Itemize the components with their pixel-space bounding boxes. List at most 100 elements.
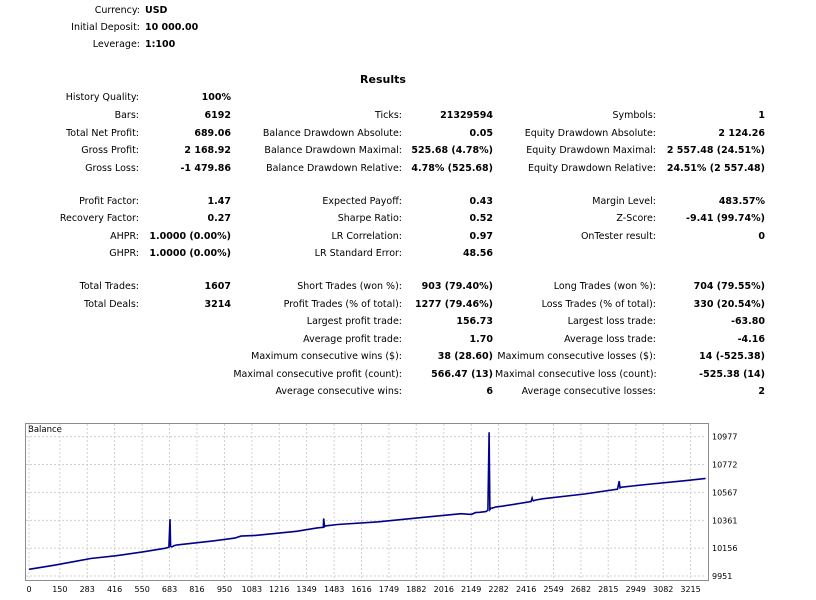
x-tick-label: 2549 (543, 585, 563, 594)
x-tick-label: 2815 (598, 585, 618, 594)
col2-value: 48.56 (462, 248, 493, 259)
col3-label: Equity Drawdown Maximal: (526, 145, 656, 156)
col2-value: 21329594 (440, 110, 493, 121)
col1-value: 2 168.92 (184, 145, 231, 156)
col1-label: AHPR: (110, 231, 139, 242)
header-label: Currency: (94, 5, 140, 16)
col3-label: Loss Trades (% of total): (541, 299, 656, 310)
col2-value: 0.05 (469, 128, 493, 139)
x-tick-label: 1483 (324, 585, 344, 594)
col3-value: -9.41 (99.74%) (686, 213, 765, 224)
x-tick-label: 1882 (406, 585, 426, 594)
y-tick-label: 10977 (712, 433, 737, 442)
col2-value: 566.47 (13) (431, 369, 493, 380)
header-value: 1:100 (145, 39, 176, 50)
col3-value: 2 124.26 (718, 128, 765, 139)
col3-value: 483.57% (718, 196, 765, 207)
y-tick-label: 10156 (712, 544, 737, 553)
x-tick-label: 816 (189, 585, 204, 594)
col1-value: 1607 (204, 281, 231, 292)
x-tick-label: 416 (107, 585, 122, 594)
col3-value: 0 (758, 231, 765, 242)
col3-label: Symbols: (612, 110, 656, 121)
col2-label: Average consecutive wins: (275, 386, 402, 397)
col3-value: 14 (-525.38) (699, 351, 765, 362)
col2-value: 903 (79.40%) (421, 281, 493, 292)
col2-label: Balance Drawdown Maximal: (264, 145, 402, 156)
x-tick-label: 1083 (242, 585, 262, 594)
col2-label: Ticks: (374, 110, 402, 121)
y-tick-label: 10361 (712, 516, 737, 525)
col1-value: 100% (201, 92, 231, 103)
col2-label: Short Trades (won %): (297, 281, 402, 292)
x-tick-label: 2016 (434, 585, 454, 594)
col2-label: Maximal consecutive profit (count): (233, 369, 402, 380)
col3-value: -63.80 (731, 316, 765, 327)
col2-label: Average profit trade: (303, 334, 402, 345)
col3-value: 2 557.48 (24.51%) (666, 145, 765, 156)
col2-value: 0.97 (469, 231, 493, 242)
x-tick-label: 1349 (296, 585, 316, 594)
col2-value: 6 (486, 386, 493, 397)
x-tick-label: 150 (52, 585, 67, 594)
col2-value: 38 (28.60) (437, 351, 493, 362)
col2-label: Balance Drawdown Relative: (266, 163, 402, 174)
x-tick-label: 683 (162, 585, 177, 594)
col2-value: 525.68 (4.78%) (411, 145, 493, 156)
x-tick-label: 1616 (351, 585, 371, 594)
col1-value: 0.27 (207, 213, 231, 224)
col1-label: Total Net Profit: (66, 128, 139, 139)
col3-value: 2 (758, 386, 765, 397)
col1-value: 1.0000 (0.00%) (149, 231, 231, 242)
col1-value: 6192 (204, 110, 231, 121)
col3-label: Average loss trade: (564, 334, 656, 345)
col2-value: 0.43 (469, 196, 493, 207)
col2-value: 0.52 (469, 213, 493, 224)
col2-label: Balance Drawdown Absolute: (262, 128, 402, 139)
col3-label: Maximal consecutive loss (count): (495, 369, 657, 380)
col2-value: 1.70 (469, 334, 493, 345)
col2-label: Expected Payoff: (322, 196, 402, 207)
col3-value: 330 (20.54%) (693, 299, 765, 310)
col3-label: Z-Score: (616, 213, 656, 224)
col1-label: History Quality: (65, 92, 139, 103)
col1-value: 1.0000 (0.00%) (149, 248, 231, 259)
col3-label: Maximum consecutive losses ($): (497, 351, 656, 362)
chart-title: Balance (28, 425, 62, 435)
header-label: Leverage: (92, 39, 140, 50)
col1-label: Gross Loss: (85, 163, 139, 174)
header-value: USD (145, 5, 168, 16)
col1-label: Recovery Factor: (59, 213, 139, 224)
col2-label: Largest profit trade: (306, 316, 402, 327)
col1-label: Total Trades: (79, 281, 139, 292)
header-value: 10 000.00 (145, 22, 199, 33)
col1-value: -1 479.86 (180, 163, 231, 174)
x-tick-label: 1749 (379, 585, 399, 594)
col3-value: 704 (79.55%) (693, 281, 765, 292)
col3-label: Equity Drawdown Absolute: (524, 128, 656, 139)
results-title: Results (360, 73, 406, 86)
x-tick-label: 550 (135, 585, 150, 594)
col1-label: Gross Profit: (81, 145, 139, 156)
col3-label: Long Trades (won %): (553, 281, 656, 292)
header-label: Initial Deposit: (71, 22, 140, 33)
col1-label: Profit Factor: (79, 196, 139, 207)
x-tick-label: 950 (217, 585, 232, 594)
col3-value: -525.38 (14) (699, 369, 765, 380)
col2-label: Maximum consecutive wins ($): (251, 351, 402, 362)
col2-value: 4.78% (525.68) (411, 163, 493, 174)
col1-label: Total Deals: (84, 299, 139, 310)
x-tick-label: 2416 (516, 585, 536, 594)
col1-label: GHPR: (109, 248, 139, 259)
x-tick-label: 2949 (626, 585, 646, 594)
col1-label: Bars: (114, 110, 139, 121)
x-tick-label: 2682 (571, 585, 591, 594)
col3-label: Equity Drawdown Relative: (527, 163, 656, 174)
col3-value: 1 (758, 110, 765, 121)
col2-label: Sharpe Ratio: (337, 213, 402, 224)
col2-label: Profit Trades (% of total): (283, 299, 402, 310)
col3-label: Margin Level: (592, 196, 656, 207)
col2-value: 1277 (79.46%) (415, 299, 493, 310)
x-tick-label: 2149 (461, 585, 481, 594)
